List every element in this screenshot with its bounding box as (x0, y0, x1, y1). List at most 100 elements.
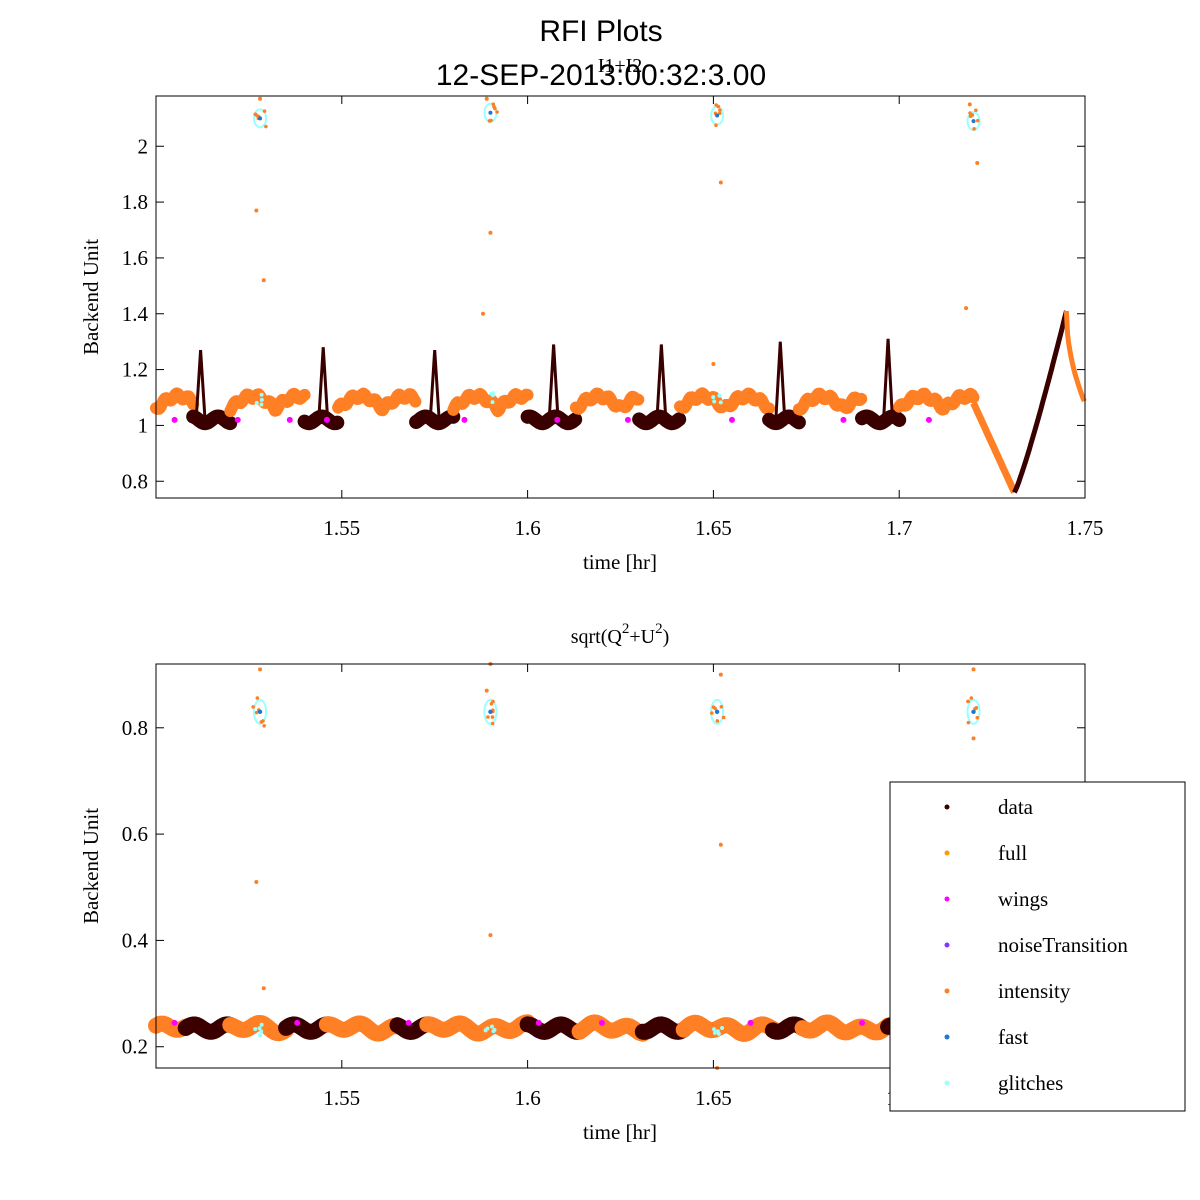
bottom-glitch-low (720, 1026, 725, 1031)
top-xtick-label: 1.75 (1067, 516, 1104, 540)
top-glitch-low (489, 391, 494, 396)
top-xtick-label: 1.7 (886, 516, 912, 540)
top-ytick-label: 0.8 (122, 469, 148, 493)
top-panel-data (150, 96, 1087, 494)
legend-label-fast: fast (998, 1025, 1028, 1049)
top-glitch-point (714, 103, 718, 107)
top-glitch-point (975, 118, 980, 123)
bottom-glitch-point (719, 704, 724, 709)
bottom-outlier (254, 879, 259, 884)
legend-items: data full wings noiseTransition intensity fas… (944, 795, 1128, 1095)
bottom-outlier (718, 672, 723, 677)
bottom-glitch-point (711, 705, 716, 709)
top-fast-point (488, 110, 493, 115)
top-spike (882, 338, 895, 420)
top-glitch-low (254, 400, 259, 405)
top-band-orange (674, 387, 776, 415)
top-glitch-point (972, 126, 976, 131)
top-glitch-point (264, 124, 268, 129)
top-xtick-label: 1.55 (323, 516, 360, 540)
bottom-wings-marker (535, 1019, 542, 1026)
top-wings-marker (840, 416, 847, 423)
top-band-dark (186, 409, 238, 431)
legend-label-intensity: intensity (998, 979, 1071, 1003)
top-band-dark (632, 409, 687, 431)
bottom-outlier (484, 688, 489, 693)
top-glitch-low (718, 400, 723, 405)
top-glitch-point (253, 112, 258, 117)
top-fast-point (971, 119, 976, 124)
bottom-outlier (971, 667, 976, 672)
bottom-band-orange (222, 1014, 295, 1042)
top-panel-title: I1+I2 (598, 55, 643, 77)
bottom-wings-marker (859, 1019, 866, 1026)
bot-ytick-label: 0.6 (122, 822, 148, 846)
top-glitch-point (491, 102, 496, 106)
top-glitch-point (714, 123, 718, 128)
top-spike (317, 347, 330, 420)
legend-label-noiseTransition: noiseTransition (998, 933, 1128, 957)
bottom-glitch-low (491, 1029, 496, 1034)
legend-label-wings: wings (998, 887, 1048, 911)
top-wings-marker (925, 416, 932, 423)
bottom-glitch-point (975, 715, 980, 720)
legend-box (889, 781, 1186, 1112)
bottom-glitch-point (966, 699, 971, 704)
bottom-glitch-low (489, 1024, 494, 1029)
top-spike (428, 349, 441, 420)
legend-marker-noiseTransition (944, 942, 950, 948)
top-band-orange (447, 387, 534, 418)
top-band-orange (332, 387, 422, 417)
top-outlier (488, 230, 493, 235)
bottom-glitch-point (709, 711, 714, 715)
bottom-glitch-low (712, 1027, 717, 1032)
top-ytick-label: 2 (138, 134, 149, 158)
bottom-fast-point (714, 709, 720, 715)
top-xtick-label: 1.65 (695, 516, 732, 540)
bot-xtick-label: 1.6 (514, 1086, 540, 1110)
legend-marker-wings (944, 896, 950, 902)
figure-subtitle: 12-SEP-2013:00:32:3.00 (436, 59, 766, 92)
top-band-orange (893, 387, 980, 416)
legend-marker-glitches (944, 1080, 950, 1086)
top-outlier (261, 278, 266, 283)
top-ytick-label: 1.6 (122, 246, 148, 270)
bottom-outlier (258, 667, 263, 672)
bottom-band-dark (519, 1016, 588, 1040)
top-glitch-point (718, 108, 722, 112)
top-fast-point (715, 113, 720, 118)
top-spike (774, 341, 787, 420)
top-wings-marker (554, 416, 561, 423)
bottom-fast-point (488, 709, 493, 715)
top-spike (194, 349, 207, 420)
top-panel-axes: 1.55 1.6 1.65 1.7 1.75 0.8 1 1.2 1.4 1.6 1.8 2 (122, 96, 1104, 540)
bottom-panel-xlabel: time [hr] (583, 1120, 657, 1144)
top-band-orange (792, 387, 868, 416)
top-dip (970, 401, 1018, 494)
bottom-wings-marker (405, 1019, 412, 1026)
bottom-outlier (718, 842, 723, 847)
top-fall (1063, 310, 1087, 403)
bot-xtick-label: 1.55 (323, 1086, 360, 1110)
bottom-glitch-point (489, 702, 494, 706)
top-ytick-label: 1 (138, 413, 149, 437)
top-glitch-cluster (253, 108, 268, 129)
bottom-glitch-point (486, 715, 490, 719)
top-wings-marker (624, 416, 631, 423)
top-wings-marker (171, 416, 178, 423)
bottom-glitch-cluster (483, 698, 498, 725)
top-ytick-label: 1.2 (122, 358, 148, 382)
bottom-panel-ylabel: Backend Unit (79, 808, 103, 924)
top-ytick-label: 1.4 (122, 302, 149, 326)
bottom-glitch-low (257, 1026, 262, 1031)
bottom-outlier (971, 736, 976, 741)
top-band-orange (224, 387, 311, 418)
bottom-glitch-point (715, 719, 720, 723)
top-glitch-point (495, 110, 499, 114)
bottom-outlier (488, 933, 493, 938)
legend-marker-full (944, 850, 950, 856)
top-spike (547, 344, 560, 420)
bottom-glitch-point (262, 723, 266, 728)
legend-label-data: data (998, 795, 1034, 819)
